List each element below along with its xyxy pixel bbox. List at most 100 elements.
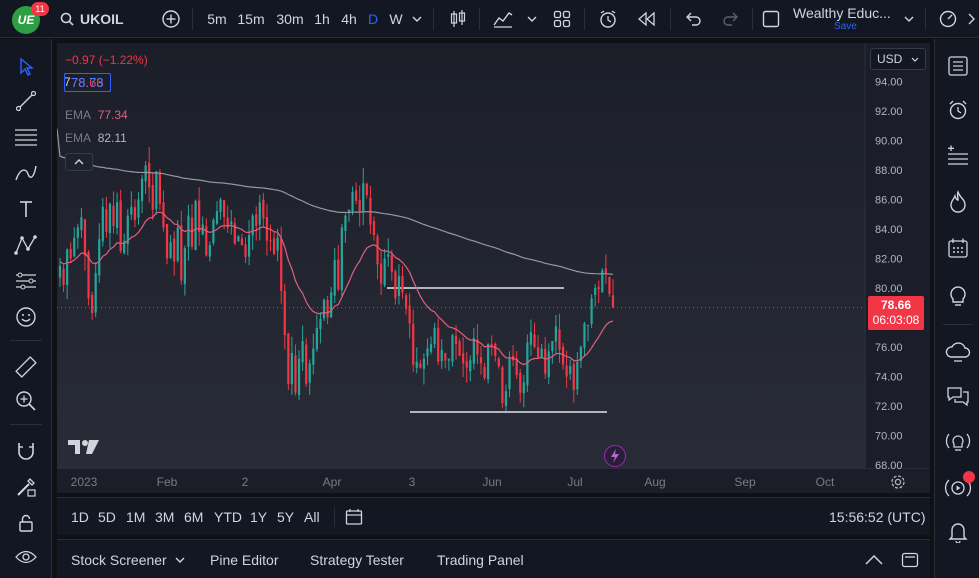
candle[interactable]: [140, 174, 144, 214]
candle[interactable]: [422, 353, 426, 385]
candle[interactable]: [240, 233, 244, 246]
candle[interactable]: [508, 351, 511, 398]
candle[interactable]: [176, 219, 179, 263]
candle[interactable]: [469, 355, 472, 382]
layout-select-button[interactable]: [759, 0, 783, 38]
range-1y[interactable]: 1Y: [250, 509, 268, 525]
chart-type-button[interactable]: [445, 0, 471, 38]
prediction-tool[interactable]: [12, 267, 40, 295]
timeframe-dropdown[interactable]: [409, 0, 425, 38]
candle[interactable]: [123, 233, 126, 255]
candle[interactable]: [330, 287, 333, 318]
candle[interactable]: [269, 224, 272, 252]
candle[interactable]: [198, 187, 201, 246]
watchlist-button[interactable]: [943, 51, 973, 81]
streams-button[interactable]: [943, 337, 973, 367]
ema-slow-legend[interactable]: EMA 82.11: [65, 131, 127, 145]
candle[interactable]: [194, 199, 197, 251]
price-chart[interactable]: 96.0094.0092.0090.0088.0086.0084.0082.00…: [57, 43, 930, 493]
quick-search-button[interactable]: [935, 0, 961, 38]
candle[interactable]: [80, 208, 83, 238]
text-tool[interactable]: [12, 195, 40, 223]
candle[interactable]: [572, 361, 575, 403]
compare-symbol-button[interactable]: [158, 0, 184, 38]
candle[interactable]: [126, 208, 129, 256]
candle[interactable]: [315, 314, 318, 353]
candle[interactable]: [347, 209, 351, 222]
candle[interactable]: [251, 213, 254, 251]
candle[interactable]: [344, 213, 347, 243]
candle[interactable]: [283, 283, 286, 350]
event-marker[interactable]: [604, 445, 626, 467]
candle[interactable]: [483, 362, 486, 380]
redo-button[interactable]: [718, 0, 744, 38]
candle[interactable]: [223, 199, 226, 230]
alert-button[interactable]: [596, 0, 622, 38]
magnet-tool[interactable]: [12, 437, 40, 465]
candle[interactable]: [511, 345, 515, 367]
candle[interactable]: [554, 314, 558, 355]
candle[interactable]: [365, 182, 368, 199]
candle[interactable]: [476, 324, 479, 365]
candle[interactable]: [105, 196, 108, 238]
candle[interactable]: [462, 337, 465, 377]
candle[interactable]: [419, 359, 422, 369]
candle[interactable]: [540, 343, 543, 359]
candle[interactable]: [190, 204, 194, 250]
candle[interactable]: [312, 333, 315, 375]
candle[interactable]: [130, 191, 133, 220]
tab-stock-screener[interactable]: Stock Screener: [71, 540, 185, 578]
candle[interactable]: [376, 233, 379, 280]
candle[interactable]: [597, 280, 600, 304]
collapse-panel-button[interactable]: [865, 540, 883, 578]
timeframe-d[interactable]: D: [367, 11, 379, 27]
candle[interactable]: [501, 365, 504, 409]
range-ytd[interactable]: YTD: [214, 509, 242, 525]
candle[interactable]: [608, 276, 611, 297]
candle[interactable]: [230, 209, 233, 235]
candle[interactable]: [205, 218, 208, 257]
icon-tool[interactable]: [12, 303, 40, 331]
alerts-button[interactable]: [943, 95, 973, 125]
ema-fast-legend[interactable]: EMA 77.34: [65, 108, 128, 122]
ema-fast-line[interactable]: [59, 211, 614, 366]
candle[interactable]: [355, 182, 358, 205]
candle[interactable]: [561, 343, 565, 370]
cursor-tool[interactable]: [12, 53, 40, 81]
candle[interactable]: [472, 327, 475, 370]
symbol-search[interactable]: UKOIL: [60, 0, 130, 38]
candle[interactable]: [226, 205, 229, 233]
candle[interactable]: [447, 358, 450, 371]
ideas-button[interactable]: [943, 281, 973, 311]
candle[interactable]: [98, 223, 101, 283]
price-axis-bg[interactable]: [866, 43, 930, 468]
candle[interactable]: [479, 345, 483, 375]
candle[interactable]: [426, 338, 429, 366]
candle[interactable]: [586, 324, 590, 342]
candle[interactable]: [169, 235, 172, 260]
candle[interactable]: [404, 293, 408, 315]
candle[interactable]: [433, 322, 436, 349]
candle[interactable]: [390, 249, 393, 281]
candle[interactable]: [504, 384, 508, 412]
replay-button[interactable]: [634, 0, 660, 38]
candle[interactable]: [558, 313, 561, 363]
candle[interactable]: [611, 279, 615, 308]
candle[interactable]: [237, 234, 240, 242]
indicators-dropdown[interactable]: [524, 0, 540, 38]
candle[interactable]: [522, 374, 525, 408]
range-1m[interactable]: 1M: [126, 509, 146, 525]
candle[interactable]: [444, 352, 447, 369]
broadcast-button[interactable]: [943, 471, 975, 503]
chart-settings-button[interactable]: [889, 473, 907, 491]
candle[interactable]: [529, 319, 533, 356]
range-3m[interactable]: 3M: [155, 509, 175, 525]
candle[interactable]: [265, 204, 269, 256]
candle[interactable]: [533, 322, 536, 349]
candle[interactable]: [119, 189, 122, 254]
candle[interactable]: [440, 339, 443, 370]
layout-name-button[interactable]: Wealthy Educ... Save: [793, 0, 897, 38]
candle[interactable]: [458, 338, 461, 356]
candle[interactable]: [301, 325, 304, 371]
timeframe-w[interactable]: W: [389, 11, 403, 27]
